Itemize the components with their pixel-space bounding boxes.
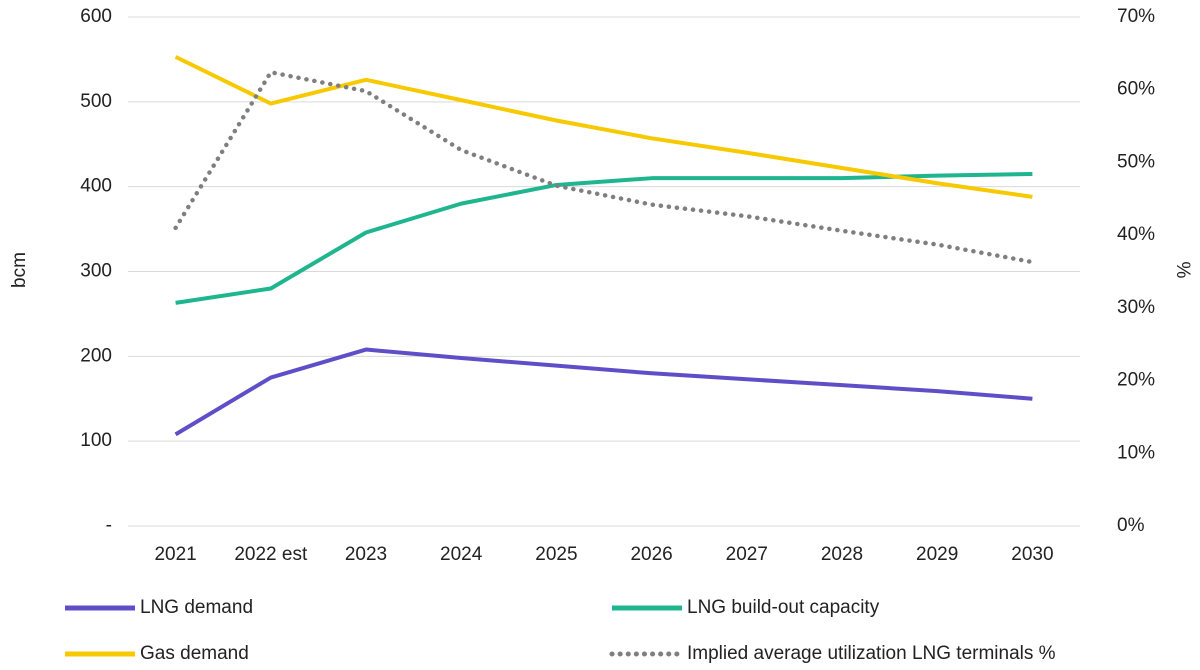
y2-tick-label: 10% <box>1117 442 1155 463</box>
x-tick-label: 2022 est <box>234 544 308 565</box>
y2-tick-label: 20% <box>1117 370 1155 391</box>
series-line <box>174 347 1033 437</box>
series-line <box>173 70 1035 265</box>
x-tick-label: 2023 <box>345 544 387 565</box>
y-tick-label: 100 <box>80 430 112 451</box>
y2-tick-label: 70% <box>1117 6 1155 27</box>
x-tick-label: 2021 <box>154 544 196 565</box>
x-tick-label: 2029 <box>916 544 958 565</box>
legend-label: Implied average utilization LNG terminal… <box>687 643 1056 664</box>
y-tick-label: 400 <box>80 176 112 197</box>
y2-tick-label: 50% <box>1117 151 1155 172</box>
x-tick-label: 2027 <box>726 544 768 565</box>
y2-tick-label: 30% <box>1117 297 1155 318</box>
y-axis-label: bcm <box>9 252 30 288</box>
y-tick-label: 600 <box>80 6 112 27</box>
y2-tick-label: 0% <box>1117 515 1145 536</box>
y-tick-label: 500 <box>80 91 112 112</box>
series-line <box>174 55 1033 199</box>
legend-label: LNG build-out capacity <box>687 597 880 618</box>
legend-label: LNG demand <box>140 597 253 618</box>
y2-axis-label: % <box>1172 262 1193 279</box>
x-tick-label: 2024 <box>440 544 483 565</box>
y-tick-label: - <box>106 515 112 536</box>
legend-label: Gas demand <box>140 643 249 664</box>
y-tick-label: 200 <box>80 345 112 366</box>
series-line <box>175 171 1033 305</box>
y-tick-label: 300 <box>80 261 112 282</box>
y2-tick-label: 60% <box>1117 79 1155 100</box>
x-tick-label: 2026 <box>630 544 672 565</box>
x-tick-label: 2025 <box>535 544 577 565</box>
y2-tick-label: 40% <box>1117 224 1155 245</box>
x-tick-label: 2028 <box>821 544 863 565</box>
x-tick-label: 2030 <box>1011 544 1053 565</box>
